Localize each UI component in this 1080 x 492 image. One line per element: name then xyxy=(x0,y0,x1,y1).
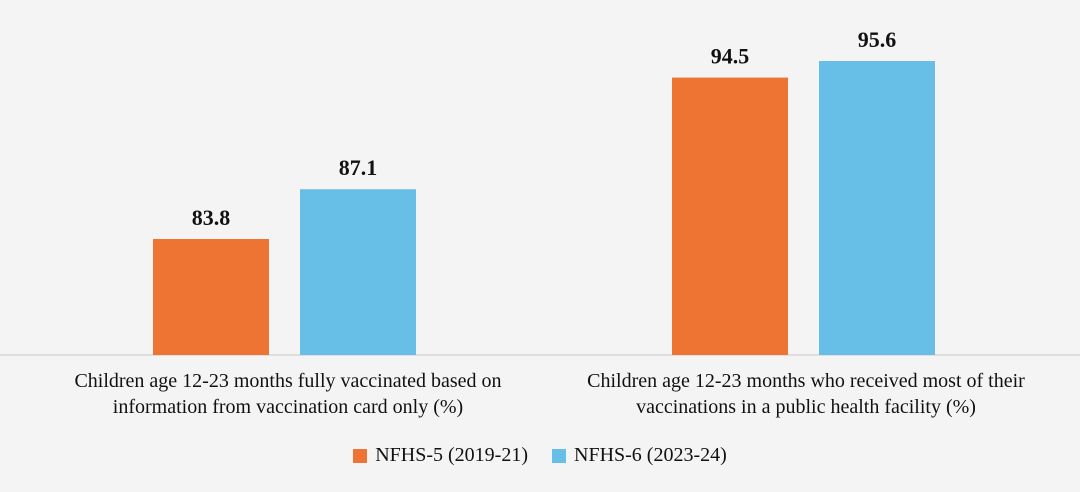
category-label-public-health-facility: Children age 12-23 months who received m… xyxy=(546,368,1066,420)
bar-nfhs6-category-1 xyxy=(300,189,416,355)
legend-swatch-nfhs6 xyxy=(552,448,566,463)
legend-swatch-nfhs5 xyxy=(353,448,368,463)
value-labels-group: 83.8 94.5 87.1 95.6 xyxy=(192,27,897,230)
category-label-line: information from vaccination card only (… xyxy=(112,396,464,418)
category-label-line: vaccinations in a public health facility… xyxy=(636,396,976,418)
legend: NFHS-5 (2019-21) NFHS-6 (2023-24) xyxy=(0,444,1080,467)
legend-label-nfhs6: NFHS-6 (2023-24) xyxy=(574,444,727,466)
bar-nfhs6-category-2 xyxy=(819,61,935,355)
legend-item-nfhs5: NFHS-5 (2019-21) xyxy=(353,444,528,467)
category-label-line: Children age 12-23 months fully vaccinat… xyxy=(74,370,502,392)
legend-label-nfhs5: NFHS-5 (2019-21) xyxy=(375,444,528,466)
value-label-nfhs6-category-1: 87.1 xyxy=(339,155,378,180)
bar-nfhs5-category-1 xyxy=(153,239,269,355)
legend-item-nfhs6: NFHS-6 (2023-24) xyxy=(552,444,727,467)
category-label-vaccination-card: Children age 12-23 months fully vaccinat… xyxy=(28,368,548,420)
bars-group xyxy=(153,61,935,355)
value-label-nfhs6-category-2: 95.6 xyxy=(858,27,897,52)
value-label-nfhs5-category-2: 94.5 xyxy=(711,44,750,69)
bar-nfhs5-category-2 xyxy=(672,77,788,355)
category-label-line: Children age 12-23 months who received m… xyxy=(587,370,1025,392)
value-label-nfhs5-category-1: 83.8 xyxy=(192,205,231,230)
